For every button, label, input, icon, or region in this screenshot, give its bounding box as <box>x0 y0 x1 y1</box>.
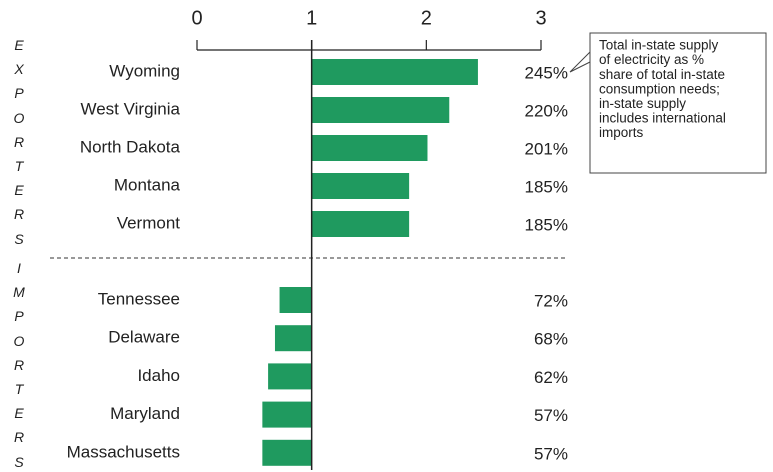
annotation-text: consumption needs; <box>599 81 720 96</box>
bar <box>311 97 450 123</box>
value-label: 62% <box>534 368 568 387</box>
value-label: 220% <box>525 101 568 120</box>
bar <box>274 325 312 352</box>
annotation-box <box>589 32 767 174</box>
category-label: Idaho <box>137 366 180 385</box>
bar <box>311 173 410 199</box>
bar <box>311 211 410 237</box>
category-label: Montana <box>114 175 181 194</box>
x-tick-label: 1 <box>306 7 317 29</box>
x-tick-label: 3 <box>535 7 546 29</box>
annotation-text: includes international <box>599 111 726 126</box>
category-label: Delaware <box>108 328 180 347</box>
category-label: Massachusetts <box>67 442 180 461</box>
annotation-text: Total in-state supply <box>599 38 719 53</box>
category-label: West Virginia <box>80 99 180 118</box>
value-label: 72% <box>534 291 568 310</box>
category-label: Wyoming <box>109 61 180 80</box>
annotation-pointer <box>569 51 591 73</box>
group-label: IMPORTERS <box>13 260 25 470</box>
value-label: 185% <box>525 177 568 196</box>
group-label: EXPORTERS <box>13 37 25 247</box>
bar <box>279 287 312 313</box>
annotation-text: of electricity as % <box>599 52 704 67</box>
value-label: 201% <box>525 139 568 158</box>
annotation-text: imports <box>599 125 644 140</box>
bar <box>262 439 312 466</box>
x-tick-label: 0 <box>191 7 202 29</box>
bar <box>262 401 312 428</box>
value-label: 57% <box>534 406 568 425</box>
value-label: 57% <box>534 444 568 463</box>
category-label: North Dakota <box>80 137 181 156</box>
bar <box>268 363 312 390</box>
category-label: Maryland <box>110 404 180 423</box>
annotation-text: share of total in-state <box>599 67 725 82</box>
bar <box>311 135 428 161</box>
value-label: 185% <box>525 215 568 234</box>
category-label: Tennessee <box>98 289 180 308</box>
value-label: 245% <box>525 63 568 82</box>
annotation-text: in-state supply <box>599 96 686 111</box>
value-label: 68% <box>534 330 568 349</box>
category-label: Vermont <box>117 213 181 232</box>
x-tick-label: 2 <box>421 7 432 29</box>
bar <box>311 59 478 85</box>
